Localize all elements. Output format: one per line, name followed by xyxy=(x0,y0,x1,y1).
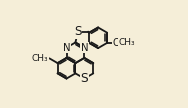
Text: CH₃: CH₃ xyxy=(32,54,49,63)
Text: CH₃: CH₃ xyxy=(118,38,135,47)
Text: S: S xyxy=(74,25,82,38)
Text: S: S xyxy=(80,72,88,85)
Text: O: O xyxy=(113,38,120,48)
Text: N: N xyxy=(63,43,70,53)
Text: N: N xyxy=(80,43,88,53)
